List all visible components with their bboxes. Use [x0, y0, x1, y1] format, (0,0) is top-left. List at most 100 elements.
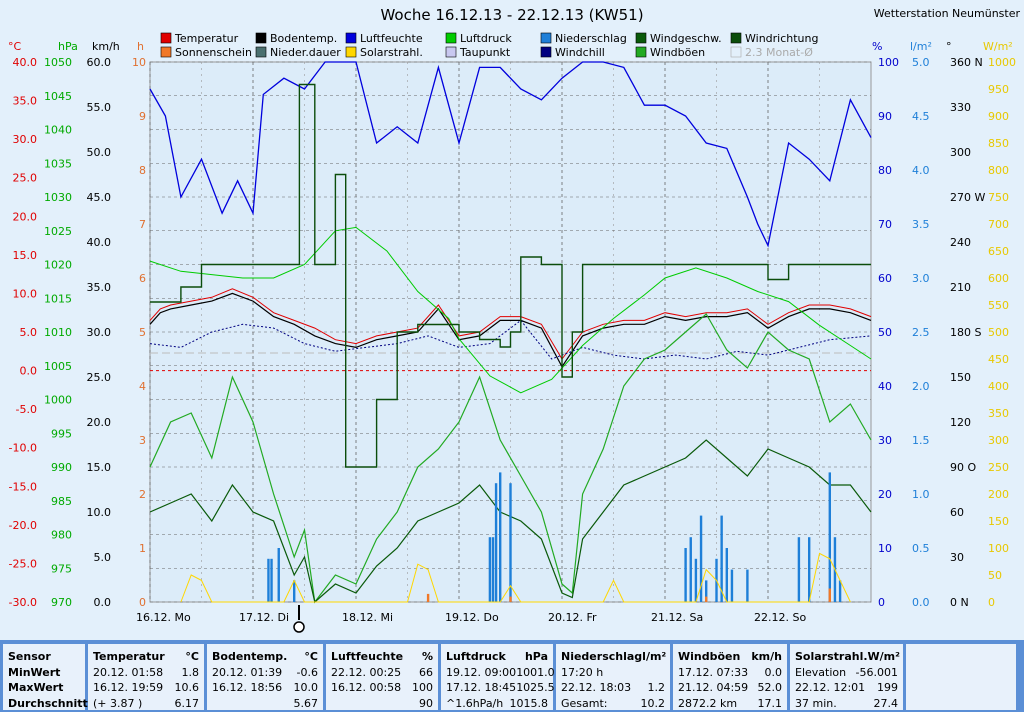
stats-pressure-column: Luftdruck hPa 19.12. 09:00 1001.0 17.12. 1… — [441, 644, 555, 710]
stats-date: 17:20 h — [561, 665, 604, 679]
stats-value: -0.6 — [296, 665, 318, 679]
legend-swatch — [445, 32, 457, 44]
y-tick-label: 360 N — [950, 56, 983, 69]
y-tick-label: 1000 — [44, 394, 72, 407]
stats-unit: °C — [304, 650, 318, 663]
stats-empty-column — [906, 644, 1016, 710]
y-tick-label: 5.0 — [20, 326, 38, 339]
stats-date: 37 min. — [795, 696, 837, 710]
legend-swatch — [160, 46, 172, 58]
stats-date: 20.12. 01:39 — [212, 665, 283, 679]
y-tick-label: 100 — [988, 542, 1009, 555]
y-tick-label: 1.5 — [912, 434, 930, 447]
stats-date: 16.12. 19:59 — [93, 681, 164, 694]
legend-swatch — [540, 46, 552, 58]
station-name: Wetterstation Neumünster — [874, 7, 1021, 20]
legend-swatch — [540, 32, 552, 44]
bar-niederschlag — [499, 472, 502, 602]
stats-row-label: MinWert — [8, 665, 61, 679]
bar-niederschlag — [828, 472, 831, 602]
y-tick-label: 6 — [139, 272, 146, 285]
legend-label: Temperatur — [174, 32, 239, 45]
y-tick-label: 1000 — [988, 56, 1016, 69]
stats-value: 52.0 — [757, 681, 783, 694]
bar-niederschlag — [277, 548, 280, 602]
y-tick-label: 90 O — [950, 461, 976, 474]
y-tick-label: -20.0 — [9, 519, 37, 532]
y-tick-label: -30.0 — [9, 596, 37, 609]
stats-sensor-title: Sensor — [8, 650, 51, 663]
cursor-marker-icon[interactable] — [293, 605, 305, 633]
legend: Temperatur Bodentemp. Luftfeuchte Luftdruck… — [160, 32, 818, 59]
y-tick-label: 1050 — [44, 56, 72, 69]
y-tick-label: 50 — [988, 569, 1002, 582]
y-tick-label: 210 — [950, 281, 971, 294]
stats-value: 10.6 — [174, 681, 200, 694]
stats-value: 5.67 — [293, 696, 319, 710]
y-tick-label: 3 — [139, 434, 146, 447]
y-tick-label: 9 — [139, 110, 146, 123]
axis-unit-label: W/m² — [983, 40, 1013, 53]
y-tick-label: 1045 — [44, 90, 72, 103]
stats-value: 100 — [412, 681, 433, 694]
y-tick-label: 985 — [51, 495, 72, 508]
legend-swatch — [635, 46, 647, 58]
stats-date: Gesamt: — [561, 696, 608, 710]
legend-swatch — [730, 46, 742, 58]
bar-niederschlag — [694, 558, 698, 602]
legend-swatch — [730, 32, 742, 44]
y-tick-label: 300 — [950, 146, 971, 159]
y-tick-label: 850 — [988, 137, 1009, 150]
y-tick-label: 4.0 — [912, 164, 930, 177]
axis-unit-label: km/h — [92, 40, 120, 53]
stats-unit: km/h — [751, 650, 782, 663]
stats-row-label: Durchschnitt — [8, 696, 88, 710]
x-tick-label: 22.12. So — [754, 611, 806, 624]
stats-value: 10.2 — [640, 696, 666, 710]
y-tick-label: 5 — [139, 326, 146, 339]
stats-date: 16.12. 18:56 — [212, 681, 283, 694]
stats-unit: % — [421, 650, 433, 663]
y-tick-label: 270 W — [950, 191, 985, 204]
axis-unit-label: ° — [946, 40, 952, 53]
axis-unit-label: l/m² — [910, 40, 932, 53]
y-tick-label: 180 S — [950, 326, 981, 339]
y-tick-label: 300 — [988, 434, 1009, 447]
y-tick-label: 10 — [878, 542, 892, 555]
bar-niederschlag — [699, 515, 703, 602]
y-tick-label: 2.0 — [912, 380, 930, 393]
y-tick-label: 50 — [878, 326, 892, 339]
y-tick-label: 8 — [139, 164, 146, 177]
y-tick-label: 15.0 — [87, 461, 112, 474]
y-tick-label: 1035 — [44, 157, 72, 170]
y-tick-label: 2.5 — [912, 326, 930, 339]
stats-title: Windböen — [678, 650, 741, 663]
series-taupunkt — [149, 319, 872, 360]
bar-niederschlag — [494, 483, 498, 602]
y-tick-label: 200 — [988, 488, 1009, 501]
y-tick-label: 0 — [139, 596, 146, 609]
legend-label: Nieder.dauer — [270, 46, 341, 59]
axis-unit-label: h — [137, 40, 144, 53]
y-tick-label: 35.0 — [87, 281, 112, 294]
legend-swatch — [635, 32, 647, 44]
stats-gusts-column: Windböen km/h 17.12. 07:33 0.0 21.12. 04:5… — [673, 644, 787, 710]
bar-niederschlag — [293, 580, 296, 602]
y-tick-label: 40 — [878, 380, 892, 393]
y-tick-label: 25.0 — [87, 371, 112, 384]
legend-label: Windchill — [555, 46, 605, 59]
legend-swatch — [255, 32, 267, 44]
y-tick-label: 0 N — [950, 596, 969, 609]
stats-date: 16.12. 00:58 — [331, 681, 402, 694]
y-tick-label: 1025 — [44, 225, 72, 238]
stats-value: 90 — [419, 696, 433, 710]
y-tick-label: 1010 — [44, 326, 72, 339]
legend-label: Solarstrahl. — [360, 46, 423, 59]
weather-chart: 16.12. Mo 17.12. Di 18.12. Mi 19.12. Do 20.1… — [8, 6, 1021, 633]
bar-niederschlag — [491, 537, 495, 602]
y-tick-label: 3.5 — [912, 218, 930, 231]
statistics-grid: Sensor MinWert MaxWert Durchschnitt Temp… — [3, 644, 1016, 710]
stats-value: 1025.5 — [516, 681, 555, 694]
bar-niederschlag — [267, 558, 270, 602]
series-luftdruck — [149, 226, 872, 394]
